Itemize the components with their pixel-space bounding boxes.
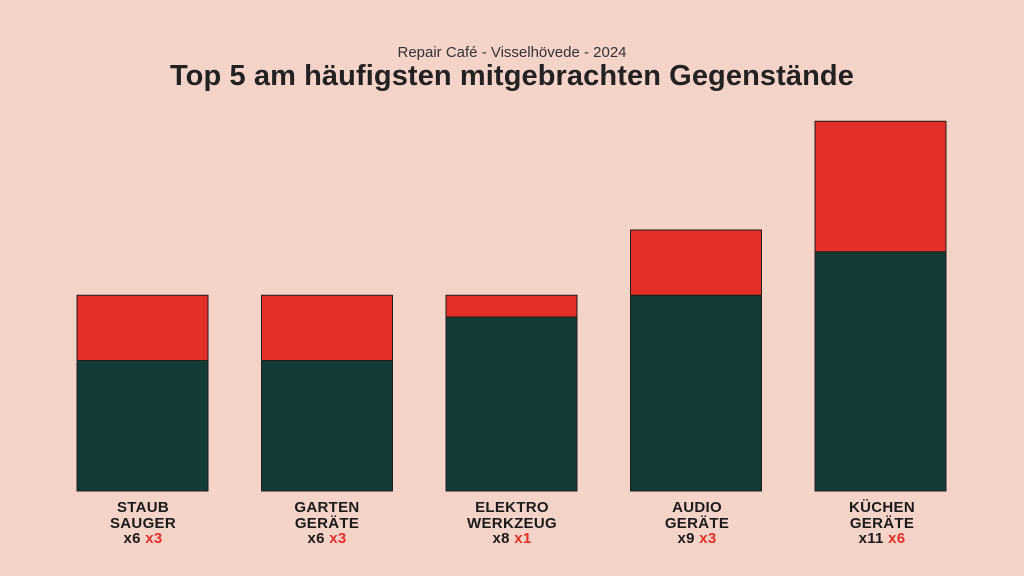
category-labels: STAUB SAUGER x6 x3 GARTEN GERÄTE x6 x3 E…: [0, 500, 1024, 560]
category-counts: x6 x3: [73, 531, 213, 547]
bar-segment-lower: [445, 316, 578, 492]
bar-segment-lower: [261, 360, 393, 492]
category-label-line: WERKZEUG: [467, 514, 557, 532]
bar-segment-upper: [630, 229, 762, 296]
chart-subtitle: Repair Café - Visselhövede - 2024: [397, 44, 627, 61]
category-label-line: GERÄTE: [849, 514, 915, 532]
category-label-line: AUDIO: [672, 499, 722, 516]
bar-segment-lower: [76, 360, 209, 492]
bar-segment-lower: [814, 251, 947, 492]
bar-segment-upper: [445, 294, 578, 318]
category-label-line: STAUB: [116, 499, 170, 516]
count-a-label: x6: [307, 530, 325, 547]
count-b-label: x3: [145, 530, 163, 547]
category-counts: x9 x3: [627, 531, 767, 547]
category-label-line: ELEKTRO: [475, 499, 549, 516]
category-label-line: KÜCHEN: [849, 499, 915, 516]
count-b-label: x3: [329, 530, 347, 547]
category-label-line: SAUGER: [110, 514, 176, 532]
category-counts: x11 x6: [812, 531, 952, 547]
category-label-audiogeraete: AUDIO GERÄTE x9 x3: [627, 500, 767, 547]
count-b-label: x6: [888, 530, 906, 547]
bar-segment-upper: [814, 120, 947, 253]
count-a-label: x6: [123, 530, 141, 547]
count-a-label: x9: [677, 530, 695, 547]
category-label-gartengeraete: GARTEN GERÄTE x6 x3: [257, 500, 397, 547]
bar-segment-lower: [630, 294, 762, 492]
bar-segment-upper: [261, 294, 393, 361]
category-label-staubsauger: STAUB SAUGER x6 x3: [73, 500, 213, 547]
count-b-label: x1: [514, 530, 532, 547]
count-a-label: x11: [858, 530, 884, 547]
category-counts: x6 x3: [257, 531, 397, 547]
category-label-elektrowerkzeug: ELEKTRO WERKZEUG x8 x1: [442, 500, 582, 547]
bar-segment-upper: [76, 294, 209, 361]
category-label-kuechengeraete: KÜCHEN GERÄTE x11 x6: [812, 500, 952, 547]
category-label-line: GERÄTE: [294, 514, 360, 532]
category-counts: x8 x1: [442, 531, 582, 547]
count-a-label: x8: [492, 530, 510, 547]
category-label-line: GERÄTE: [664, 514, 730, 532]
count-b-label: x3: [699, 530, 717, 547]
chart-title: Top 5 am häufigsten mitgebrachten Gegens…: [170, 60, 854, 92]
category-label-line: GARTEN: [294, 499, 360, 516]
